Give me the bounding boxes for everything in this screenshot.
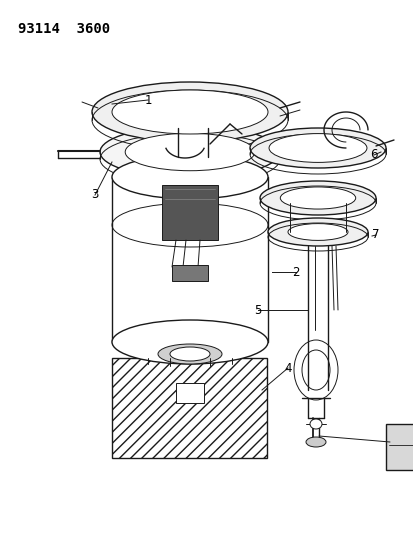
Ellipse shape (280, 187, 355, 209)
Bar (112, 358, 266, 458)
Text: 7: 7 (371, 229, 379, 241)
Ellipse shape (170, 347, 209, 361)
Ellipse shape (100, 126, 279, 178)
Ellipse shape (112, 90, 267, 134)
Ellipse shape (287, 224, 347, 240)
Text: 3: 3 (91, 189, 98, 201)
Ellipse shape (259, 181, 375, 215)
Ellipse shape (125, 133, 254, 171)
Ellipse shape (112, 320, 267, 364)
Ellipse shape (92, 82, 287, 142)
Ellipse shape (249, 128, 385, 168)
Text: 6: 6 (369, 149, 377, 161)
Text: 1: 1 (144, 93, 152, 107)
Text: 4: 4 (284, 361, 291, 375)
Ellipse shape (112, 155, 267, 199)
Text: 5: 5 (254, 303, 261, 317)
Text: 2: 2 (292, 265, 299, 279)
Ellipse shape (267, 218, 367, 246)
Text: 93114  3600: 93114 3600 (18, 22, 110, 36)
Bar (176, 383, 204, 403)
Ellipse shape (158, 344, 221, 364)
Bar (161, 185, 218, 240)
Bar (385, 424, 413, 470)
Ellipse shape (268, 134, 366, 163)
Ellipse shape (305, 437, 325, 447)
Bar (171, 265, 207, 281)
Ellipse shape (309, 419, 321, 429)
